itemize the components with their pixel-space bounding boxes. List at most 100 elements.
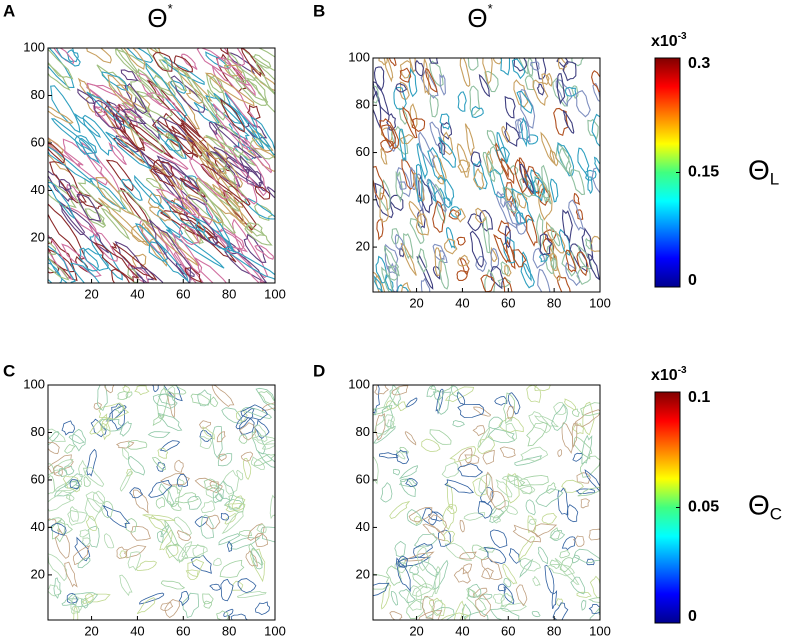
contour-line xyxy=(261,439,275,450)
contour-line xyxy=(82,114,114,156)
contour-line xyxy=(513,474,533,495)
contour-line xyxy=(48,146,93,183)
contour-line xyxy=(373,385,380,414)
contour-line xyxy=(195,177,244,223)
contour-line xyxy=(432,266,441,280)
x-tick-label: 80 xyxy=(547,623,561,638)
contour-line xyxy=(381,266,394,292)
contour-line xyxy=(178,195,219,246)
contour-line xyxy=(84,208,107,228)
contour-line xyxy=(223,48,246,67)
contour-line xyxy=(100,207,131,241)
contour-line xyxy=(429,429,452,445)
contour-line xyxy=(534,174,552,205)
contour-line xyxy=(205,514,221,530)
contour-line xyxy=(464,611,489,620)
contour-line xyxy=(480,274,496,292)
contour-line xyxy=(394,562,408,574)
contour-line xyxy=(390,591,399,606)
contour-line xyxy=(502,276,513,292)
contour-line xyxy=(395,450,410,465)
contour-line xyxy=(551,589,558,610)
contour-line xyxy=(490,247,500,272)
contour-line xyxy=(572,452,584,462)
contour-line xyxy=(255,387,275,412)
contour-line xyxy=(174,492,199,504)
contour-line xyxy=(409,103,418,129)
contour-line xyxy=(141,221,168,267)
contour-line xyxy=(433,183,446,224)
y-tick-label: 60 xyxy=(356,144,370,159)
contour-line xyxy=(564,86,577,97)
contour-line xyxy=(504,225,511,249)
contour-line xyxy=(540,131,556,166)
contour-line xyxy=(576,265,591,286)
contour-line xyxy=(160,602,174,612)
y-tick-label: 100 xyxy=(348,49,370,64)
contour-line xyxy=(434,247,442,277)
contour-line xyxy=(222,469,240,495)
contour-line xyxy=(380,147,388,165)
contour-line xyxy=(164,599,180,618)
contour-line xyxy=(418,131,436,168)
contour-line xyxy=(493,233,511,264)
contour-line xyxy=(386,565,402,586)
contour-line xyxy=(79,529,90,538)
contour-line xyxy=(495,142,509,179)
contour-line xyxy=(561,422,574,454)
contour-line xyxy=(549,178,559,203)
contour-line xyxy=(227,494,245,513)
contour-line xyxy=(56,522,73,535)
y-tick-label: 80 xyxy=(31,424,45,439)
contour-line xyxy=(429,95,439,118)
contour-line xyxy=(537,268,551,292)
contour-line xyxy=(173,55,193,73)
contour-line xyxy=(157,412,183,431)
contour-line xyxy=(112,112,146,152)
contour-line xyxy=(389,611,403,620)
contour-line xyxy=(134,222,189,283)
y-tick-label: 60 xyxy=(31,134,45,149)
contour-line xyxy=(591,113,600,148)
contour-line xyxy=(502,186,519,213)
scale-label: x10 xyxy=(651,367,678,384)
contour-line xyxy=(383,58,394,83)
contour-line xyxy=(558,147,572,176)
contour-line xyxy=(199,429,213,442)
contour-line xyxy=(415,163,423,203)
contour-line xyxy=(535,212,545,249)
contour-line xyxy=(246,222,266,237)
contour-line xyxy=(574,409,600,427)
contour-line xyxy=(373,81,390,117)
contour-line xyxy=(519,557,541,572)
contour-line xyxy=(95,177,136,217)
contour-line xyxy=(65,494,75,502)
contour-line xyxy=(209,583,222,591)
contour-line xyxy=(589,235,600,252)
contour-line xyxy=(561,536,576,551)
contour-line xyxy=(399,133,415,145)
contour-line xyxy=(432,200,446,233)
contour-line xyxy=(575,209,584,220)
contour-line xyxy=(231,495,246,510)
colorbar-tick-label: 0 xyxy=(688,272,697,289)
contour-line xyxy=(101,504,131,529)
contour-line xyxy=(514,159,529,194)
contour-line xyxy=(440,121,453,140)
contour-line xyxy=(117,391,129,400)
contour-line xyxy=(472,425,485,437)
contour-line xyxy=(408,506,433,523)
contour-line xyxy=(568,199,585,231)
contour-line xyxy=(552,77,569,107)
contour-line xyxy=(519,163,534,195)
plot-frame xyxy=(372,384,601,621)
contour-line xyxy=(66,49,79,63)
contour-line xyxy=(185,88,204,105)
contour-line xyxy=(500,261,509,276)
label-sub: L xyxy=(770,170,779,189)
contour-line xyxy=(450,385,460,397)
contour-line xyxy=(78,459,88,477)
contour-line xyxy=(473,160,488,191)
contour-line xyxy=(428,597,446,617)
contour-line xyxy=(581,227,594,262)
